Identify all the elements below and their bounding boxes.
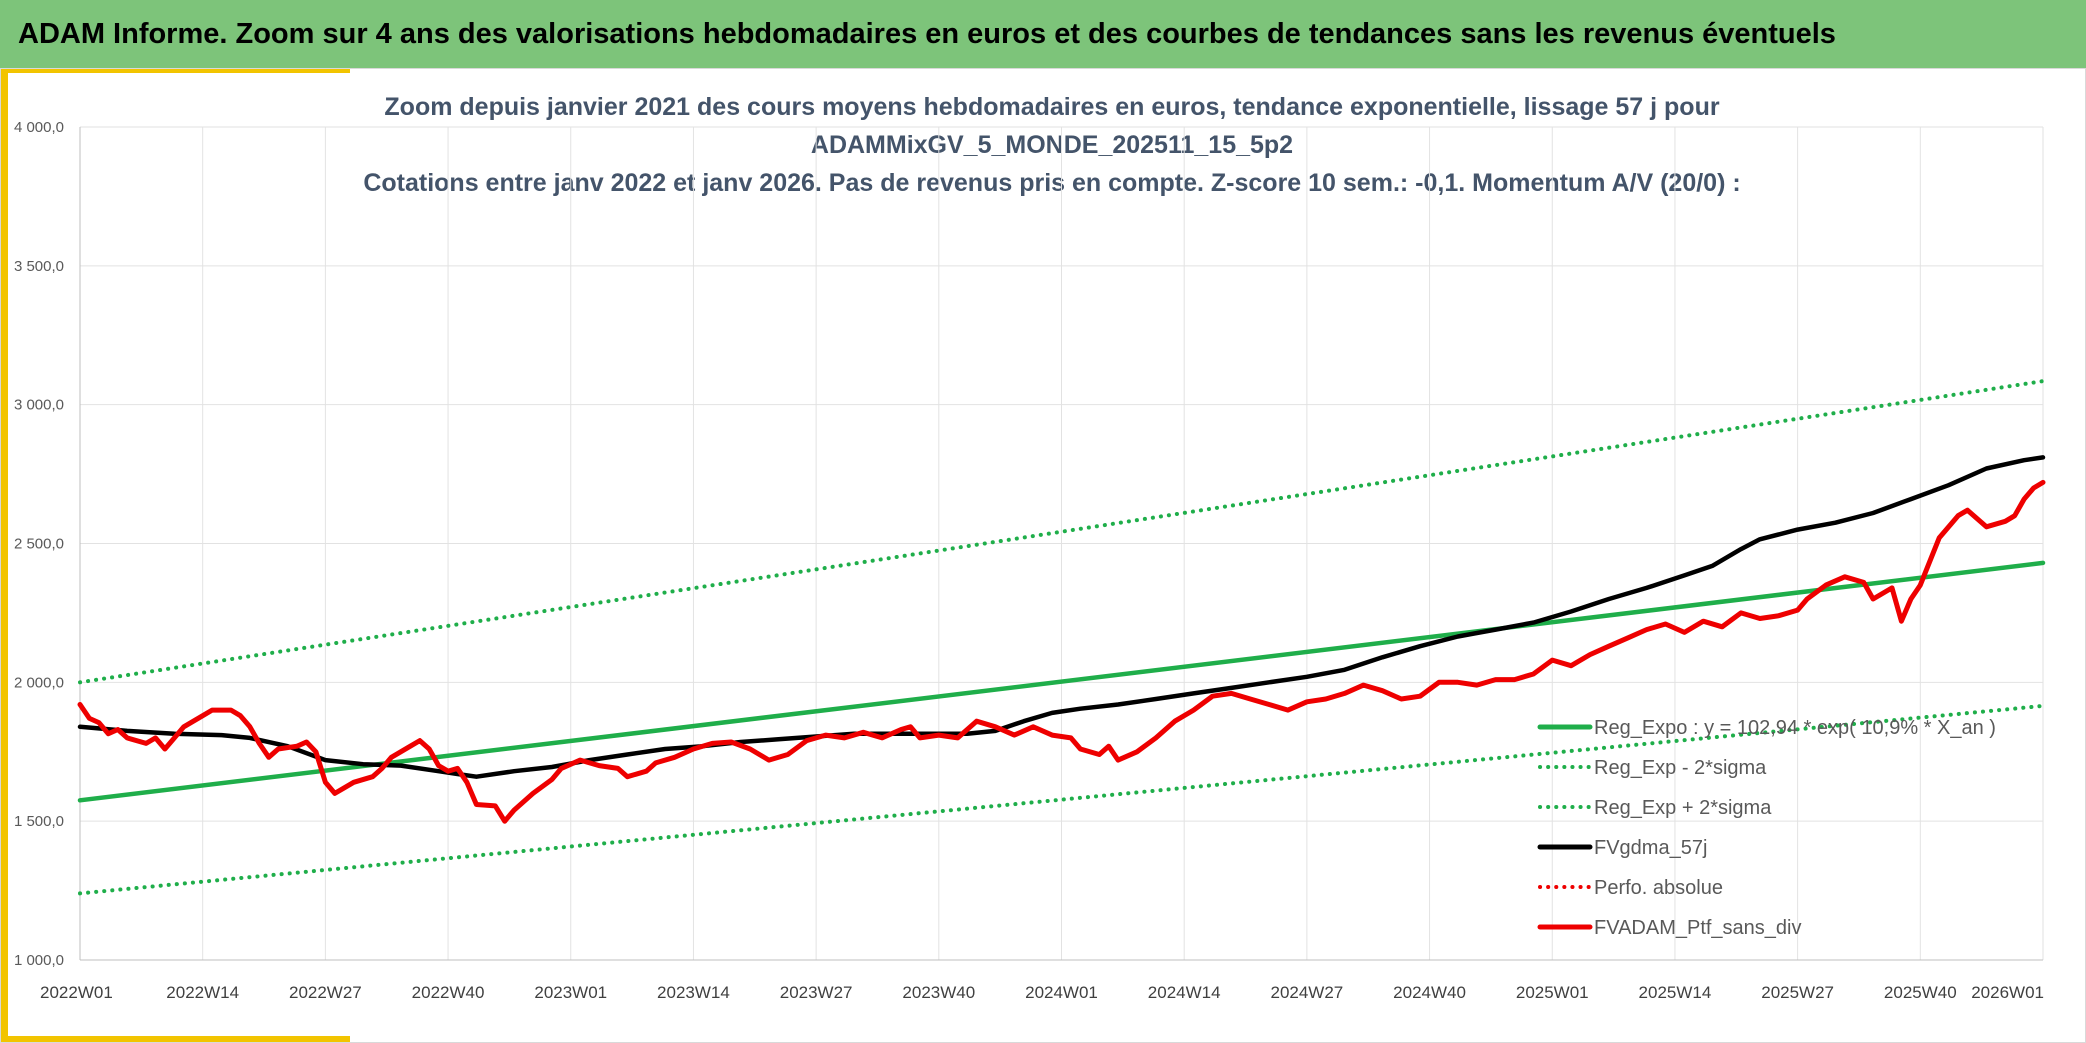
chart-series (77, 379, 2046, 896)
y-tick-label: 1 500,0 (14, 813, 64, 830)
accent-bar-top (0, 68, 350, 73)
y-tick-label: 3 500,0 (14, 258, 64, 275)
legend-label-1: Reg_Expo : y = 102,94 * exp( 10,9% * X_a… (1594, 717, 1996, 739)
x-tick-label: 2022W27 (289, 983, 362, 1002)
chart-grid (79, 126, 2044, 961)
series-line-1 (77, 560, 2046, 803)
y-axis: 1 000,0 1 500,0 2 000,0 2 500,0 3 000,0 3 500… (14, 119, 64, 969)
legend-label-4: FVgdma_57j (1594, 837, 1707, 859)
x-tick-label: 2023W27 (780, 983, 853, 1002)
x-tick-label: 2022W14 (166, 983, 239, 1002)
chart-title: Zoom depuis janvier 2021 des cours moyen… (363, 93, 1740, 197)
report-header: ADAM Informe. Zoom sur 4 ans des valoris… (0, 0, 2086, 68)
chart-legend: Reg_Expo : y = 102,94 * exp( 10,9% * X_a… (1537, 717, 1996, 939)
x-tick-label: 2025W27 (1761, 983, 1834, 1002)
series-line-6 (77, 479, 2046, 824)
x-tick-label: 2026W01 (1971, 983, 2044, 1002)
y-tick-label: 1 000,0 (14, 952, 64, 969)
series-line-2 (78, 703, 2045, 896)
accent-bar-bottom (0, 1036, 350, 1043)
chart-title-line-2: ADAMMixGV_5_MONDE_202511_15_5p2 (811, 131, 1293, 159)
x-tick-label: 2022W01 (40, 983, 113, 1002)
legend-label-5: Perfo. absolue (1594, 877, 1723, 899)
x-tick-label: 2024W27 (1270, 983, 1343, 1002)
chart-title-line-1: Zoom depuis janvier 2021 des cours moyen… (384, 93, 1719, 121)
x-tick-label: 2025W40 (1884, 983, 1957, 1002)
x-tick-label: 2023W01 (534, 983, 607, 1002)
series-line-3 (78, 379, 2045, 685)
x-tick-label: 2023W40 (902, 983, 975, 1002)
x-tick-label: 2024W40 (1393, 983, 1466, 1002)
legend-label-2: Reg_Exp - 2*sigma (1594, 757, 1767, 779)
x-tick-label: 2025W14 (1639, 983, 1712, 1002)
y-tick-label: 2 500,0 (14, 536, 64, 553)
accent-bar-left (0, 68, 8, 1043)
x-tick-label: 2023W14 (657, 983, 730, 1002)
legend-label-6: FVADAM_Ptf_sans_div (1594, 917, 1802, 939)
y-tick-label: 2 000,0 (14, 674, 64, 691)
chart-title-line-3: Cotations entre janv 2022 et janv 2026. … (363, 169, 1740, 197)
x-tick-label: 2025W01 (1516, 983, 1589, 1002)
series-line-4 (77, 455, 2046, 779)
legend-label-3: Reg_Exp + 2*sigma (1594, 797, 1772, 819)
y-tick-label: 4 000,0 (14, 119, 64, 136)
y-tick-label: 3 000,0 (14, 397, 64, 414)
x-axis: 2022W01 2022W14 2022W27 2022W40 2023W01 2023W… (40, 983, 2044, 1002)
x-tick-label: 2024W01 (1025, 983, 1098, 1002)
x-tick-label: 2024W14 (1148, 983, 1221, 1002)
x-tick-label: 2022W40 (412, 983, 485, 1002)
report-title: ADAM Informe. Zoom sur 4 ans des valoris… (18, 18, 1836, 50)
